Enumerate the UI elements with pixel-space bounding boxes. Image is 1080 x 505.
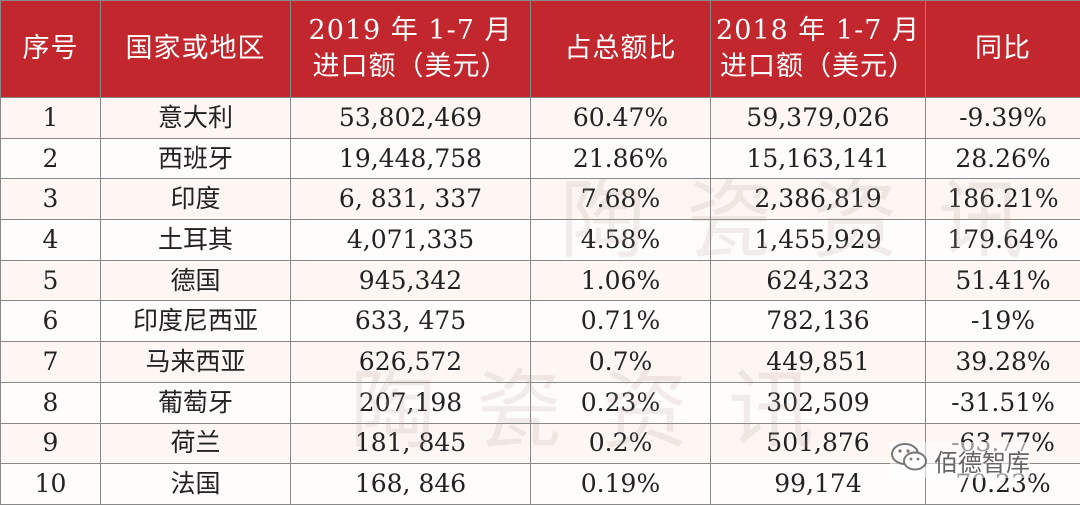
cell-yoy: 39.28% — [925, 341, 1080, 383]
cell-rank: 5 — [0, 259, 101, 302]
cell-share: 60.47% — [530, 97, 711, 139]
cell-imports-2019: 945,342 — [290, 259, 531, 302]
table-row: 6 印度尼西亚 633, 475 0.71% 782,136 -19% — [0, 300, 1080, 343]
table-row: 7 马来西亚 626,572 0.7% 449,851 39.28% — [0, 341, 1080, 383]
table-row: 5 德国 945,342 1.06% 624,323 51.41% — [0, 259, 1080, 302]
cell-share: 21.86% — [530, 137, 711, 180]
cell-imports-2019: 168, 846 — [290, 463, 531, 505]
wechat-icon — [890, 442, 934, 478]
cell-yoy: 186.21% — [925, 178, 1080, 221]
table-row: 10 法国 168, 846 0.19% 99,174 70.23% — [0, 463, 1080, 505]
table-row: 1 意大利 53,802,469 60.47% 59,379,026 -9.39% — [0, 97, 1080, 139]
cell-yoy: 179.64% — [925, 219, 1080, 261]
header-country: 国家或地区 — [100, 0, 291, 98]
cell-yoy: -19% — [925, 300, 1080, 343]
cell-imports-2018: 782,136 — [710, 300, 926, 343]
cell-rank: 6 — [0, 300, 101, 343]
cell-country: 土耳其 — [100, 219, 291, 261]
header-imports-2019: 2019 年 1-7 月 进口额（美元） — [290, 0, 531, 98]
cell-country: 德国 — [100, 259, 291, 302]
cell-country: 马来西亚 — [100, 341, 291, 383]
cell-imports-2018: 449,851 — [710, 341, 926, 383]
cell-share: 4.58% — [530, 219, 711, 261]
cell-imports-2019: 626,572 — [290, 341, 531, 383]
cell-imports-2019: 6, 831, 337 — [290, 178, 531, 221]
header-yoy: 同比 — [925, 0, 1080, 98]
cell-country: 荷兰 — [100, 422, 291, 465]
cell-rank: 9 — [0, 422, 101, 465]
cell-rank: 3 — [0, 178, 101, 221]
header-share: 占总额比 — [530, 0, 711, 98]
table-row: 8 葡萄牙 207,198 0.23% 302,509 -31.51% — [0, 381, 1080, 424]
table-row: 3 印度 6, 831, 337 7.68% 2,386,819 186.21% — [0, 178, 1080, 221]
cell-yoy: 51.41% — [925, 259, 1080, 302]
cell-share: 0.71% — [530, 300, 711, 343]
header-row: 序号 国家或地区 2019 年 1-7 月 进口额（美元） 占总额比 2018 … — [0, 0, 1080, 98]
cell-rank: 10 — [0, 463, 101, 505]
cell-share: 1.06% — [530, 259, 711, 302]
cell-imports-2018: 302,509 — [710, 381, 926, 424]
cell-rank: 8 — [0, 381, 101, 424]
wechat-account-name: 佰德智库 — [934, 448, 1030, 477]
header-imports-2018: 2018 年 1-7 月 进口额（美元） — [710, 0, 926, 98]
header-imports-2018-line2: 进口额（美元） — [720, 51, 916, 82]
wechat-account-mark: 佰德智库 — [890, 442, 1030, 478]
cell-imports-2018: 2,386,819 — [710, 178, 926, 221]
cell-imports-2018: 624,323 — [710, 259, 926, 302]
cell-imports-2019: 53,802,469 — [290, 97, 531, 139]
cell-share: 0.23% — [530, 381, 711, 424]
cell-share: 0.19% — [530, 463, 711, 505]
table-row: 2 西班牙 19,448,758 21.86% 15,163,141 28.26% — [0, 137, 1080, 180]
cell-share: 0.2% — [530, 422, 711, 465]
cell-imports-2018: 501,876 — [710, 422, 926, 465]
cell-country: 意大利 — [100, 97, 291, 139]
cell-rank: 1 — [0, 97, 101, 139]
cell-yoy: -9.39% — [925, 97, 1080, 139]
cell-imports-2019: 4,071,335 — [290, 219, 531, 261]
cell-country: 法国 — [100, 463, 291, 505]
cell-rank: 4 — [0, 219, 101, 261]
cell-rank: 7 — [0, 341, 101, 383]
cell-imports-2019: 207,198 — [290, 381, 531, 424]
cell-share: 7.68% — [530, 178, 711, 221]
cell-imports-2019: 19,448,758 — [290, 137, 531, 180]
cell-imports-2018: 59,379,026 — [710, 97, 926, 139]
header-imports-2019-line1: 2019 年 1-7 月 — [308, 15, 513, 46]
cell-share: 0.7% — [530, 341, 711, 383]
cell-imports-2018: 1,455,929 — [710, 219, 926, 261]
table-row: 4 土耳其 4,071,335 4.58% 1,455,929 179.64% — [0, 219, 1080, 261]
header-imports-2019-line2: 进口额（美元） — [312, 51, 509, 82]
cell-imports-2019: 181, 845 — [290, 422, 531, 465]
cell-country: 西班牙 — [100, 137, 291, 180]
cell-country: 印度尼西亚 — [100, 300, 291, 343]
cell-imports-2018: 15,163,141 — [710, 137, 926, 180]
cell-country: 葡萄牙 — [100, 381, 291, 424]
cell-imports-2019: 633, 475 — [290, 300, 531, 343]
cell-yoy: 28.26% — [925, 137, 1080, 180]
cell-country: 印度 — [100, 178, 291, 221]
cell-rank: 2 — [0, 137, 101, 180]
table-body: 1 意大利 53,802,469 60.47% 59,379,026 -9.39% 2 西班… — [0, 97, 1080, 505]
cell-yoy: -31.51% — [925, 381, 1080, 424]
header-rank: 序号 — [0, 0, 101, 98]
header-imports-2018-line1: 2018 年 1-7 月 — [716, 15, 920, 46]
